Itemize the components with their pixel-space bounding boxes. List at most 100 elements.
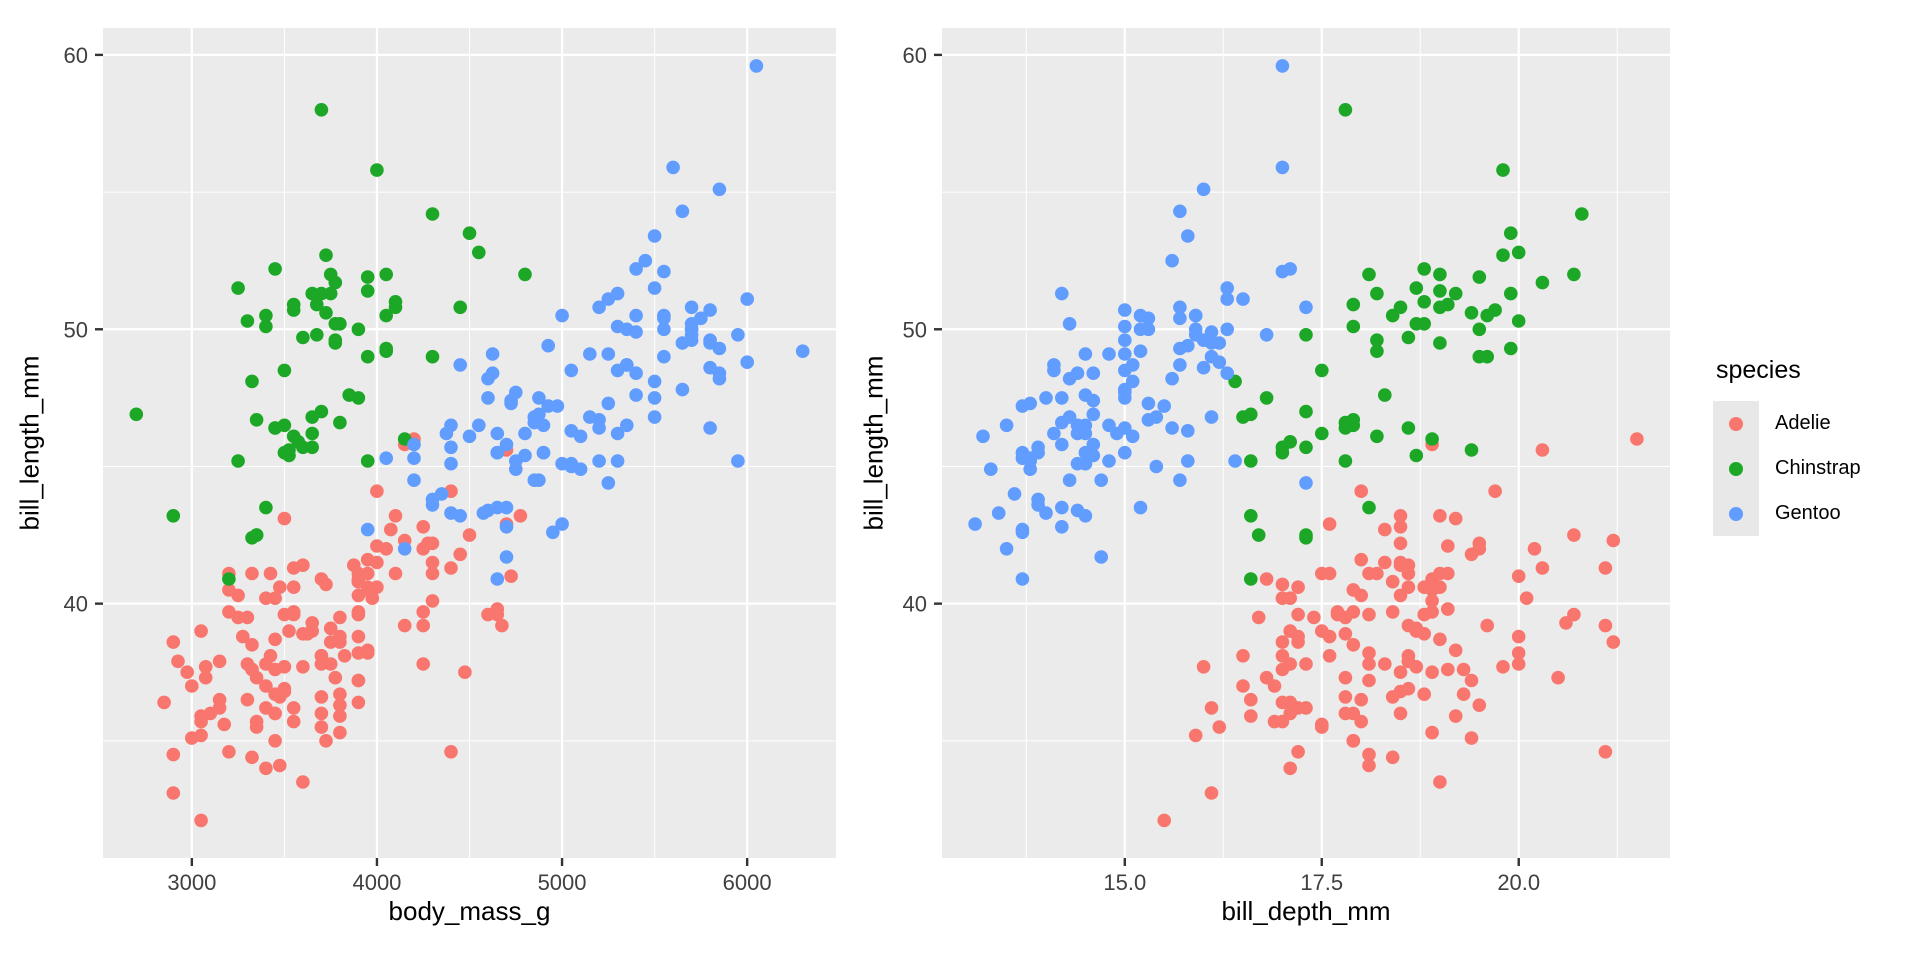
data-point-chinstrap bbox=[1488, 303, 1502, 317]
data-point-adelie bbox=[1441, 602, 1455, 616]
data-point-adelie bbox=[1472, 536, 1487, 551]
data-point-adelie bbox=[166, 747, 181, 762]
data-point-chinstrap bbox=[1575, 207, 1589, 221]
data-point-adelie bbox=[1393, 588, 1408, 603]
data-point-gentoo bbox=[1039, 506, 1053, 520]
data-point-gentoo bbox=[439, 426, 454, 441]
data-point-adelie bbox=[1236, 679, 1250, 693]
legend-item-chinstrap: Chinstrap bbox=[1713, 446, 1861, 491]
y-tick-label: 50 bbox=[903, 317, 927, 342]
data-point-gentoo bbox=[485, 366, 500, 381]
data-point-gentoo bbox=[731, 328, 745, 342]
data-point-adelie bbox=[397, 618, 412, 633]
data-point-gentoo bbox=[1102, 418, 1116, 433]
data-point-gentoo bbox=[1173, 204, 1187, 219]
data-point-adelie bbox=[1338, 706, 1353, 721]
data-point-chinstrap bbox=[296, 330, 310, 345]
data-point-gentoo bbox=[1220, 292, 1234, 306]
data-point-adelie bbox=[1362, 607, 1376, 622]
data-point-adelie bbox=[1322, 629, 1337, 644]
data-point-chinstrap bbox=[1464, 306, 1479, 320]
data-point-adelie bbox=[370, 539, 384, 553]
data-point-adelie bbox=[1338, 690, 1353, 704]
data-point-gentoo bbox=[1070, 366, 1085, 381]
data-point-adelie bbox=[1441, 662, 1455, 677]
data-point-adelie bbox=[319, 577, 333, 592]
data-point-gentoo bbox=[999, 542, 1014, 556]
data-point-gentoo bbox=[1165, 371, 1179, 386]
data-point-adelie bbox=[286, 605, 301, 619]
data-point-gentoo bbox=[1039, 391, 1053, 405]
data-point-chinstrap bbox=[462, 226, 477, 240]
data-point-adelie bbox=[194, 624, 208, 638]
data-point-gentoo bbox=[532, 391, 546, 405]
data-point-adelie bbox=[1259, 670, 1274, 685]
data-point-adelie bbox=[1535, 443, 1550, 457]
data-point-adelie bbox=[222, 605, 236, 619]
data-point-adelie bbox=[1385, 574, 1400, 589]
data-point-adelie bbox=[1378, 657, 1392, 671]
data-point-adelie bbox=[1511, 646, 1526, 660]
data-point-gentoo bbox=[1275, 160, 1290, 175]
data-point-gentoo bbox=[610, 454, 625, 468]
data-point-chinstrap bbox=[360, 349, 375, 364]
data-point-gentoo bbox=[1181, 229, 1195, 243]
legend-point-icon bbox=[1729, 416, 1743, 431]
data-point-chinstrap bbox=[1315, 363, 1329, 378]
data-point-adelie bbox=[1425, 725, 1439, 740]
legend-key bbox=[1713, 401, 1759, 446]
data-point-adelie bbox=[222, 583, 236, 597]
y-tick-label: 60 bbox=[903, 43, 927, 68]
data-point-gentoo bbox=[490, 445, 505, 460]
data-point-gentoo bbox=[647, 391, 662, 405]
x-tick-label: 3000 bbox=[167, 870, 216, 895]
data-point-chinstrap bbox=[259, 319, 273, 334]
data-point-gentoo bbox=[666, 160, 680, 175]
x-axis-title-right: bill_depth_mm bbox=[1221, 896, 1391, 926]
data-point-adelie bbox=[1354, 692, 1368, 707]
data-point-gentoo bbox=[1118, 363, 1132, 378]
data-point-adelie bbox=[263, 566, 278, 581]
data-point-gentoo bbox=[1047, 426, 1061, 441]
data-point-adelie bbox=[351, 607, 366, 622]
data-point-adelie bbox=[1244, 709, 1258, 723]
data-point-gentoo bbox=[1165, 253, 1179, 268]
data-point-adelie bbox=[240, 610, 255, 625]
data-point-gentoo bbox=[397, 542, 412, 556]
data-point-chinstrap bbox=[231, 454, 245, 468]
data-point-adelie bbox=[268, 706, 282, 721]
legend-items: Adelie Chinstrap Gentoo bbox=[1713, 401, 1861, 536]
data-point-chinstrap bbox=[379, 267, 394, 282]
data-point-gentoo bbox=[1015, 572, 1030, 586]
data-point-chinstrap bbox=[360, 270, 375, 284]
data-point-gentoo bbox=[657, 322, 671, 337]
data-point-adelie bbox=[1425, 665, 1439, 679]
data-point-gentoo bbox=[647, 410, 662, 424]
data-point-gentoo bbox=[1031, 492, 1045, 507]
data-point-adelie bbox=[416, 520, 431, 534]
data-point-gentoo bbox=[629, 366, 643, 381]
data-point-adelie bbox=[351, 588, 366, 603]
data-point-adelie bbox=[1527, 542, 1542, 556]
data-point-chinstrap bbox=[518, 267, 532, 282]
data-point-adelie bbox=[481, 607, 495, 622]
data-point-chinstrap bbox=[425, 207, 440, 221]
legend-point-icon bbox=[1729, 461, 1743, 476]
data-point-adelie bbox=[1362, 657, 1376, 671]
data-point-gentoo bbox=[564, 459, 579, 474]
data-point-adelie bbox=[1433, 580, 1447, 594]
data-point-chinstrap bbox=[1299, 328, 1313, 342]
data-point-gentoo bbox=[1181, 338, 1195, 353]
data-point-chinstrap bbox=[259, 308, 273, 323]
data-point-gentoo bbox=[684, 328, 699, 342]
data-point-chinstrap bbox=[1275, 440, 1290, 455]
data-point-chinstrap bbox=[360, 284, 375, 298]
data-point-chinstrap bbox=[1425, 432, 1439, 446]
data-point-chinstrap bbox=[1511, 314, 1526, 328]
legend-item-label: Chinstrap bbox=[1775, 457, 1861, 479]
data-point-chinstrap bbox=[282, 443, 296, 457]
data-point-adelie bbox=[1385, 605, 1400, 619]
data-point-chinstrap bbox=[245, 374, 259, 389]
data-point-adelie bbox=[1393, 509, 1408, 523]
data-point-gentoo bbox=[1118, 391, 1132, 405]
